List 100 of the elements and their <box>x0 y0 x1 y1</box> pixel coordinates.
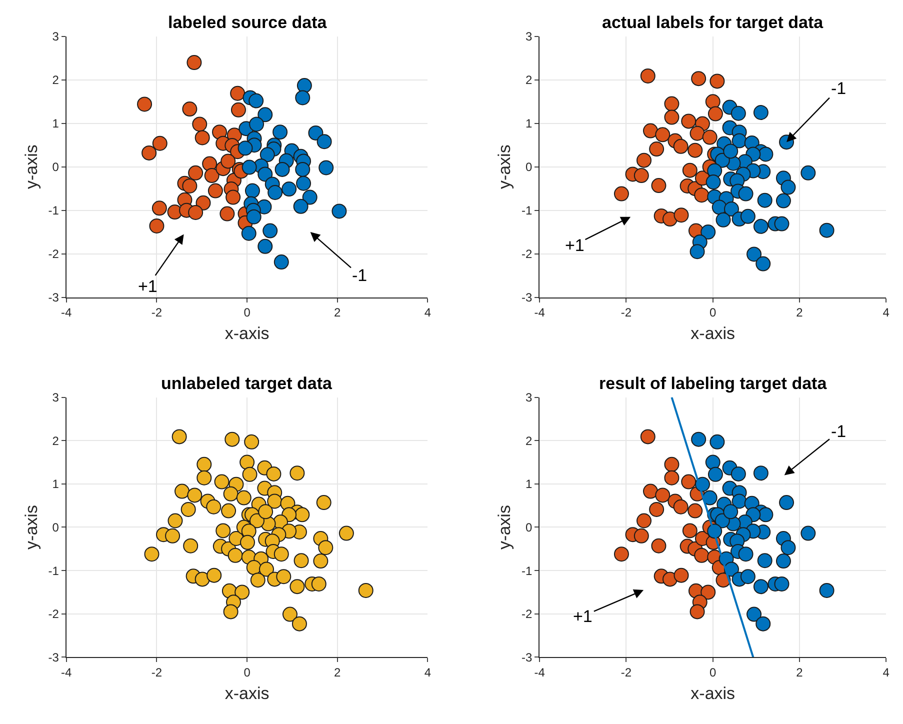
point <box>282 182 297 197</box>
point <box>756 616 771 632</box>
point <box>753 579 768 594</box>
x-tick-label: 0 <box>710 666 717 680</box>
point <box>643 123 658 138</box>
point <box>716 212 731 228</box>
point <box>242 160 257 175</box>
point <box>780 540 796 556</box>
x-tick-label: 4 <box>882 306 890 320</box>
point <box>776 554 791 569</box>
point <box>723 144 738 159</box>
y-tick-label: -2 <box>522 607 533 622</box>
y-tick-label: 2 <box>526 434 533 448</box>
point <box>196 195 211 210</box>
point <box>774 576 790 592</box>
point <box>700 224 716 240</box>
x-tick-label: -4 <box>534 666 546 680</box>
y-tick-label: 0 <box>526 520 533 534</box>
point <box>226 190 241 205</box>
point <box>295 90 310 106</box>
point <box>690 126 705 141</box>
point <box>740 569 756 584</box>
point <box>682 523 698 538</box>
point <box>753 105 768 120</box>
point <box>702 490 718 506</box>
point <box>664 96 680 112</box>
point <box>757 553 772 568</box>
y-tick-label: 3 <box>526 30 533 44</box>
point <box>614 186 629 202</box>
y-tick-label: 1 <box>526 477 533 492</box>
y-tick-label: 1 <box>52 116 60 131</box>
y-tick-label: 2 <box>526 73 533 88</box>
point <box>192 116 208 132</box>
y-tick-label: 1 <box>526 116 533 131</box>
point <box>738 546 754 562</box>
point <box>308 125 324 140</box>
y-tick-label: -3 <box>48 650 60 664</box>
point <box>746 246 762 262</box>
point <box>655 127 670 142</box>
x-tick-label: 0 <box>710 306 717 320</box>
point <box>688 503 703 518</box>
point <box>740 208 756 224</box>
point <box>296 176 312 191</box>
annotation: +1 <box>573 607 592 626</box>
annotation: +1 <box>565 236 584 255</box>
point <box>708 466 723 482</box>
x-axis-title: x-axis <box>224 324 270 344</box>
point <box>152 136 168 151</box>
point <box>774 216 790 232</box>
point <box>662 212 678 227</box>
point <box>230 86 246 101</box>
point <box>634 168 649 184</box>
point <box>332 204 347 219</box>
point <box>664 110 680 125</box>
point <box>248 93 264 108</box>
y-tick-label: 2 <box>52 73 60 88</box>
point <box>673 138 688 154</box>
point <box>705 454 720 470</box>
point <box>690 604 705 620</box>
point <box>208 183 223 198</box>
point <box>674 208 689 223</box>
point <box>244 183 260 198</box>
point <box>655 488 670 503</box>
point <box>268 185 283 200</box>
point <box>302 190 318 205</box>
annotation: -1 <box>352 266 368 285</box>
chart-title: unlabeled target data <box>161 374 333 393</box>
y-tick-label: -1 <box>48 204 60 218</box>
x-tick-label: 4 <box>424 666 432 680</box>
y-axis-title: y-axis <box>22 144 41 190</box>
y-tick-label: 0 <box>526 160 533 174</box>
x-tick-label: 2 <box>796 666 804 680</box>
x-tick-label: -2 <box>620 666 632 680</box>
point <box>724 202 739 217</box>
y-tick-label: -2 <box>522 247 533 261</box>
y-tick-label: 0 <box>52 160 60 174</box>
point <box>800 526 816 541</box>
point <box>258 166 273 182</box>
point <box>732 494 747 509</box>
point <box>694 188 710 203</box>
x-tick-label: -2 <box>620 306 632 320</box>
point <box>188 165 204 180</box>
point <box>690 244 705 260</box>
point <box>212 124 228 140</box>
point <box>246 209 262 224</box>
point <box>249 116 264 132</box>
point <box>800 165 816 180</box>
point <box>662 572 678 587</box>
point <box>188 205 204 220</box>
y-tick-label: -3 <box>522 290 533 304</box>
point <box>296 78 312 94</box>
x-tick-label: 2 <box>334 666 342 680</box>
x-tick-label: -2 <box>151 306 162 320</box>
point <box>702 130 718 145</box>
point <box>241 226 256 241</box>
x-tick-label: -2 <box>151 666 162 680</box>
point <box>274 254 289 270</box>
point <box>293 198 308 214</box>
point <box>694 548 710 563</box>
point <box>258 107 273 122</box>
